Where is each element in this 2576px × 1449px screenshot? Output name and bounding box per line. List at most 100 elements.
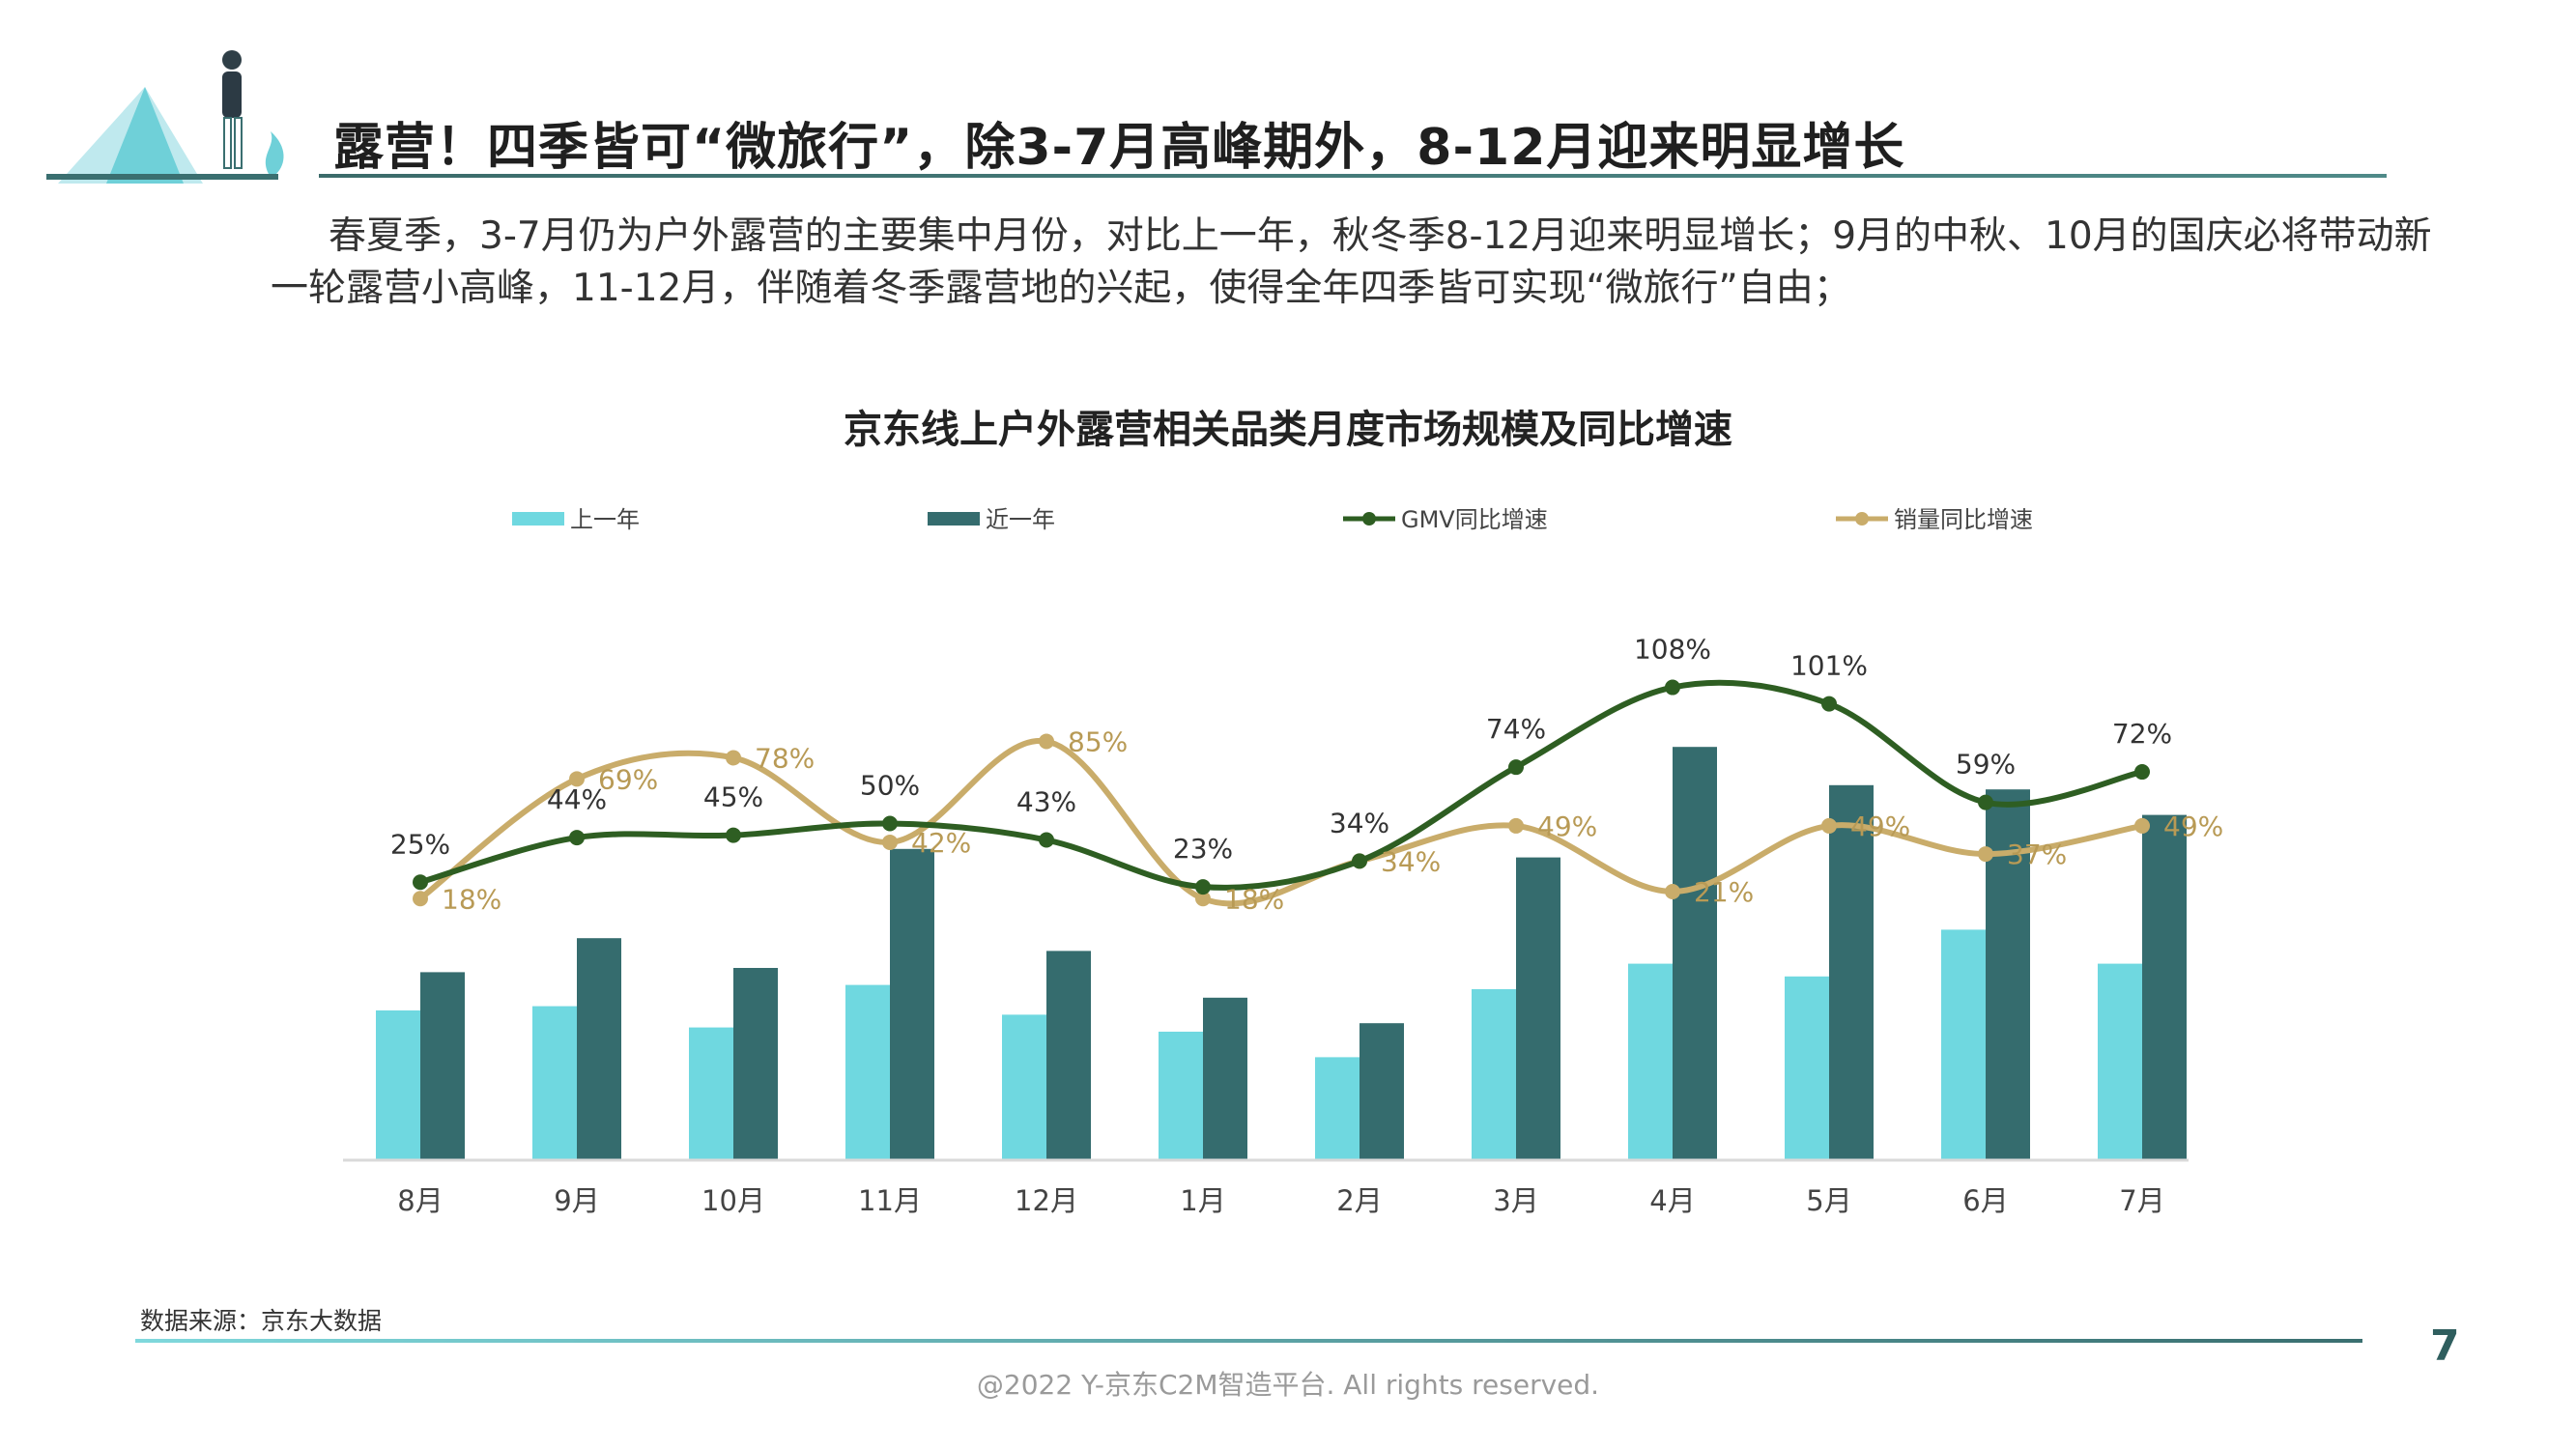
chart-legend: 上一年 近一年 GMV同比增速 销量同比增速 (512, 506, 2033, 533)
gmv-growth-point (726, 827, 741, 843)
bar-prev-year (1628, 963, 1673, 1159)
legend-swatch-dot (1362, 512, 1376, 526)
page-number: 7 (2430, 1321, 2460, 1371)
x-tick-label: 4月 (1649, 1184, 1695, 1217)
sales-growth-point (1978, 846, 1993, 863)
footer-divider (135, 1339, 2362, 1343)
legend-label: 销量同比增速 (1894, 506, 2033, 533)
sales-growth-label: 49% (2163, 810, 2223, 842)
bar-recent-year (420, 972, 465, 1159)
gmv-growth-point (1508, 759, 1524, 776)
x-axis-ticks: 8月 9月 10月 11月 12月 1月 2月 3月 4月 5月 6月 7月 (397, 1184, 2164, 1217)
sales-growth-point (882, 834, 898, 850)
gmv-growth-point (1978, 794, 1993, 810)
sales-growth-label: 34% (1381, 845, 1441, 877)
legend-swatch-dot (1855, 512, 1869, 526)
sales-growth-label: 78% (755, 742, 815, 774)
legend-label: 上一年 (570, 506, 640, 533)
title-divider (319, 174, 2387, 178)
sales-growth-label: 42% (911, 827, 971, 859)
gmv-growth-point (1352, 853, 1367, 869)
bar-recent-year (1046, 951, 1091, 1159)
gmv-growth-label: 74% (1486, 713, 1546, 745)
chart-title: 京东线上户外露营相关品类月度市场规模及同比增速 (844, 408, 1732, 452)
gmv-growth-label: 43% (1016, 786, 1076, 818)
gmv-growth-point (882, 815, 898, 832)
x-tick-label: 5月 (1806, 1184, 1851, 1217)
x-tick-label: 9月 (554, 1184, 599, 1217)
legend-label: 近一年 (986, 506, 1055, 533)
bar-recent-year (890, 848, 934, 1159)
gmv-growth-point (1195, 879, 1211, 895)
sales-growth-point (1665, 883, 1680, 899)
sales-growth-point (1039, 733, 1054, 750)
gmv-growth-line (419, 679, 2143, 891)
bar-prev-year (689, 1027, 733, 1159)
bar-recent-year (1673, 747, 1717, 1159)
gmv-growth-label: 45% (703, 781, 763, 813)
gmv-growth-label: 108% (1634, 634, 1711, 666)
sales-growth-label: 85% (1068, 725, 1128, 757)
sales-growth-point (1195, 891, 1211, 907)
gmv-growth-point (1821, 696, 1837, 712)
bar-recent-year (1203, 997, 1247, 1159)
gmv-growth-point (1039, 832, 1054, 848)
bar-recent-year (577, 938, 621, 1159)
bar-prev-year (1159, 1032, 1203, 1159)
combo-chart: 上一年 近一年 GMV同比增速 销量同比增速 8月 9月 10月 11月 12月 1月 2月 3月 4… (343, 506, 2223, 1217)
bar-recent-year (1516, 857, 1560, 1159)
sales-growth-point (1821, 817, 1837, 834)
sales-growth-point (413, 891, 428, 907)
gmv-growth-point (1665, 679, 1680, 696)
gmv-growth-point (2134, 764, 2150, 781)
bar-prev-year (1315, 1057, 1360, 1159)
page-title: 露营！四季皆可“微旅行”，除3-7月高峰期外，8-12月迎来明显增长 (333, 119, 1905, 177)
x-tick-label: 3月 (1493, 1184, 1538, 1217)
gmv-growth-point (569, 830, 585, 846)
sales-growth-point (569, 771, 585, 787)
sales-growth-label: 37% (2007, 838, 2067, 870)
x-tick-label: 6月 (1962, 1184, 2008, 1217)
sales-growth-point (726, 750, 741, 766)
sales-growth-label: 49% (1537, 810, 1597, 842)
sales-growth-label: 69% (598, 763, 658, 795)
x-tick-label: 7月 (2119, 1184, 2164, 1217)
data-source: 数据来源：京东大数据 (140, 1307, 383, 1335)
legend-swatch (928, 512, 980, 526)
camping-logo-icon (46, 50, 284, 184)
copyright-text: @2022 Y-京东C2M智造平台. All rights reserved. (976, 1369, 1600, 1401)
intro-paragraph: 春夏季，3-7月仍为户外露营的主要集中月份，对比上一年，秋冬季8-12月迎来明显… (271, 214, 2432, 310)
sales-growth-label: 18% (442, 883, 501, 915)
bar-prev-year (376, 1010, 420, 1159)
x-tick-label: 10月 (701, 1184, 765, 1217)
gmv-growth-label: 44% (547, 783, 607, 815)
bar-recent-year (2142, 814, 2187, 1159)
gmv-growth-label: 72% (2112, 718, 2172, 750)
x-tick-label: 2月 (1336, 1184, 1382, 1217)
bar-recent-year (1829, 784, 1874, 1159)
bar-recent-year (1360, 1023, 1404, 1159)
gmv-growth-label: 101% (1790, 650, 1868, 682)
x-tick-label: 11月 (858, 1184, 922, 1217)
bar-layer (376, 747, 2187, 1159)
gmv-growth-label: 50% (860, 770, 920, 802)
gmv-growth-label: 59% (1956, 749, 2016, 781)
sales-growth-label: 49% (1850, 810, 1910, 842)
gmv-growth-label: 34% (1330, 807, 1389, 838)
bar-prev-year (532, 1006, 577, 1159)
bar-prev-year (1002, 1014, 1046, 1159)
x-tick-label: 12月 (1015, 1184, 1078, 1217)
line-layer (413, 679, 2150, 907)
bar-prev-year (845, 984, 890, 1159)
bar-prev-year (1785, 976, 1829, 1159)
sales-growth-label: 21% (1694, 876, 1754, 908)
bar-prev-year (1472, 989, 1516, 1159)
sales-growth-label: 18% (1224, 883, 1284, 915)
legend-swatch (512, 512, 564, 526)
gmv-growth-point (413, 874, 428, 891)
gmv-growth-label: 23% (1173, 833, 1233, 865)
bar-prev-year (2098, 963, 2142, 1159)
sales-growth-point (2134, 817, 2150, 834)
bar-prev-year (1941, 929, 1986, 1159)
legend-label: GMV同比增速 (1401, 506, 1548, 533)
